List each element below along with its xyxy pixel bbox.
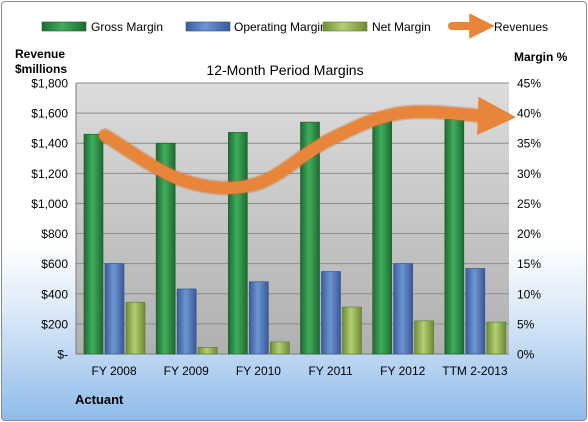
legend-item-revenues: Revenues xyxy=(448,13,548,39)
category-label: FY 2010 xyxy=(236,364,281,378)
legend-swatch-operating-margin xyxy=(185,21,231,32)
left-tick-label: $800 xyxy=(41,227,68,241)
right-tick-label: 45% xyxy=(517,77,541,91)
right-tick-label: 30% xyxy=(517,167,541,181)
net-margin-bar xyxy=(486,321,507,355)
revenue-line xyxy=(99,96,517,195)
chart-title: 12-Month Period Margins xyxy=(206,62,363,78)
right-tick-label: 0% xyxy=(517,348,535,362)
left-tick-label: $200 xyxy=(41,317,68,331)
operating-margin-bar xyxy=(321,271,341,355)
legend-label-gross-margin: Gross Margin xyxy=(91,20,163,34)
category-axis: FY 2008 FY 2009 FY 2010 FY 2011 FY 2012 TTM 2… xyxy=(92,364,508,378)
left-tick-label: $600 xyxy=(41,257,68,271)
legend-swatch-net-margin xyxy=(322,21,368,32)
left-tick-label: $1,200 xyxy=(31,167,68,181)
category-label: TTM 2-2013 xyxy=(442,364,508,378)
legend-item-net-margin: Net Margin xyxy=(322,20,431,34)
right-tick-label: 25% xyxy=(517,197,541,211)
right-tick-label: 5% xyxy=(517,317,535,331)
legend-label-net-margin: Net Margin xyxy=(372,20,431,34)
company-name: Actuant xyxy=(75,392,124,407)
gross-margin-bar xyxy=(155,142,176,355)
net-margin-bar xyxy=(197,347,218,355)
net-margin-bar xyxy=(342,306,362,355)
operating-margin-bar xyxy=(249,281,269,355)
left-tick-label: $1,600 xyxy=(31,107,68,121)
gross-margin-bar xyxy=(300,121,320,355)
net-margin-bar xyxy=(270,341,290,355)
right-tick-label: 40% xyxy=(517,107,541,121)
right-axis-ticks: 0% 5% 10% 15% 20% 25% 30% 35% 40% 45% xyxy=(517,77,541,362)
right-axis-title: Margin % xyxy=(514,50,568,64)
legend-item-operating-margin: Operating Margin xyxy=(185,20,327,34)
legend-swatch-gross-margin xyxy=(41,21,87,32)
category-label: FY 2012 xyxy=(380,364,425,378)
left-tick-label: $- xyxy=(57,348,68,362)
left-axis-title-line1: Revenue xyxy=(15,47,65,61)
operating-margin-bar xyxy=(104,263,125,355)
gross-margin-bar xyxy=(83,133,104,355)
left-tick-label: $1,800 xyxy=(31,77,68,91)
left-axis-ticks: $- $200 $400 $600 $800 $1,000 $1,200 $1,400 $1,6… xyxy=(31,77,68,362)
gross-margin-bar xyxy=(228,132,248,355)
plot-area xyxy=(76,83,509,354)
gross-margin-bar xyxy=(372,120,392,355)
category-label: FY 2008 xyxy=(92,364,137,378)
category-label: FY 2011 xyxy=(308,364,353,378)
net-margin-bar xyxy=(414,320,434,355)
operating-margin-bar xyxy=(176,288,197,355)
legend-item-gross-margin: Gross Margin xyxy=(41,20,163,34)
right-tick-label: 20% xyxy=(517,227,541,241)
legend: Gross Margin Operating Margin Net Margin… xyxy=(41,13,548,39)
revenue-line-series xyxy=(97,96,517,196)
legend-label-operating-margin: Operating Margin xyxy=(234,20,327,34)
left-axis-title-line2: $millions xyxy=(15,62,67,76)
legend-label-revenues: Revenues xyxy=(494,20,548,34)
operating-margin-bar xyxy=(393,263,413,355)
right-tick-label: 10% xyxy=(517,287,541,301)
right-tick-label: 15% xyxy=(517,257,541,271)
left-tick-label: $1,000 xyxy=(31,197,68,211)
left-tick-label: $1,400 xyxy=(31,137,68,151)
category-label: FY 2009 xyxy=(164,364,209,378)
operating-margin-bar xyxy=(465,268,486,355)
gross-margin-bar xyxy=(444,118,465,355)
left-tick-label: $400 xyxy=(41,287,68,301)
right-tick-label: 35% xyxy=(517,137,541,151)
net-margin-bar xyxy=(125,301,146,355)
